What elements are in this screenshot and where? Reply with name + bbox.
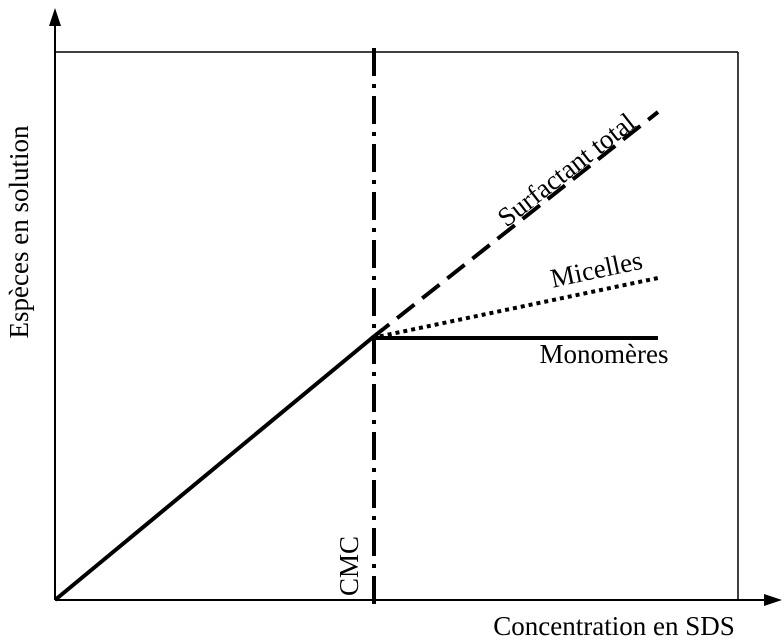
micelles-label: Micelles <box>548 245 645 294</box>
micelle-curve <box>371 276 659 340</box>
monomers-label: Monomères <box>540 339 669 369</box>
x-axis-label: Concentration en SDS <box>493 611 734 641</box>
x-arrow <box>764 594 782 606</box>
y-axis-label: Espèces en solution <box>4 125 34 338</box>
total-label: Surfactant total <box>492 107 641 233</box>
y-arrow <box>49 8 61 26</box>
total-curve <box>370 110 660 340</box>
cmc-label: CMC <box>334 536 364 596</box>
